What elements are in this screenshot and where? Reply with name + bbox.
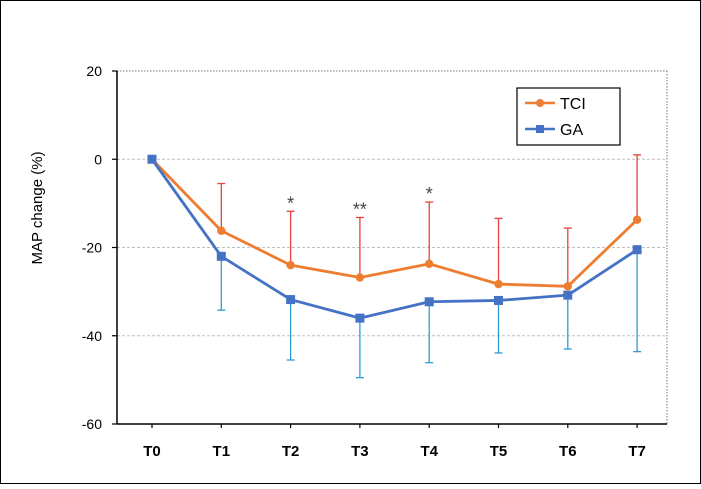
data-point	[147, 154, 157, 164]
legend-ga-label: GA	[560, 122, 583, 139]
x-tick-label: T7	[628, 443, 646, 460]
x-tick-label: T1	[213, 443, 231, 460]
data-point	[355, 313, 365, 323]
significance-marker: *	[287, 193, 294, 213]
x-tick-label: T5	[490, 443, 508, 460]
y-tick-label: -60	[82, 416, 102, 432]
data-point	[425, 259, 434, 269]
data-point	[286, 295, 296, 305]
x-tick-label: T6	[559, 443, 577, 460]
data-point	[424, 297, 434, 307]
data-point	[286, 260, 295, 270]
data-point	[494, 295, 503, 305]
data-point	[632, 215, 642, 224]
legend-box	[516, 87, 621, 146]
x-tick-label: T2	[282, 443, 300, 460]
grid-layer	[117, 158, 667, 337]
series-layer	[147, 154, 642, 379]
x-tick-label: T4	[420, 443, 438, 460]
legend-tci-label: TCI	[560, 96, 586, 113]
data-point	[217, 226, 226, 235]
significance-marker: *	[426, 184, 433, 204]
axis-layer: 20 0 -20 -40 -60 T0 T1 T2 T3 T4 T5 T6 T7	[82, 63, 668, 460]
y-axis-label: MAP change (%)	[29, 151, 46, 264]
x-tick-label: T3	[351, 443, 369, 460]
series-tci	[147, 154, 642, 291]
y-tick-label: -40	[82, 328, 102, 344]
y-tick-label: -20	[82, 240, 102, 256]
y-tick-label: 0	[94, 151, 102, 167]
legend: TCI GA	[516, 87, 621, 146]
x-tick-label: T0	[143, 443, 161, 460]
data-point	[563, 290, 573, 300]
series-ga	[147, 154, 642, 379]
significance-marker: **	[353, 199, 367, 219]
data-point	[632, 245, 642, 255]
data-point	[563, 282, 572, 291]
data-point	[355, 273, 365, 282]
legend-ga-marker	[536, 125, 544, 133]
y-tick-label: 20	[86, 63, 102, 79]
series-line	[150, 158, 639, 288]
data-point	[494, 279, 503, 289]
annotation-layer: * ***	[287, 184, 433, 219]
legend-tci-marker	[536, 99, 544, 107]
data-point	[216, 251, 226, 261]
series-line	[150, 158, 638, 320]
